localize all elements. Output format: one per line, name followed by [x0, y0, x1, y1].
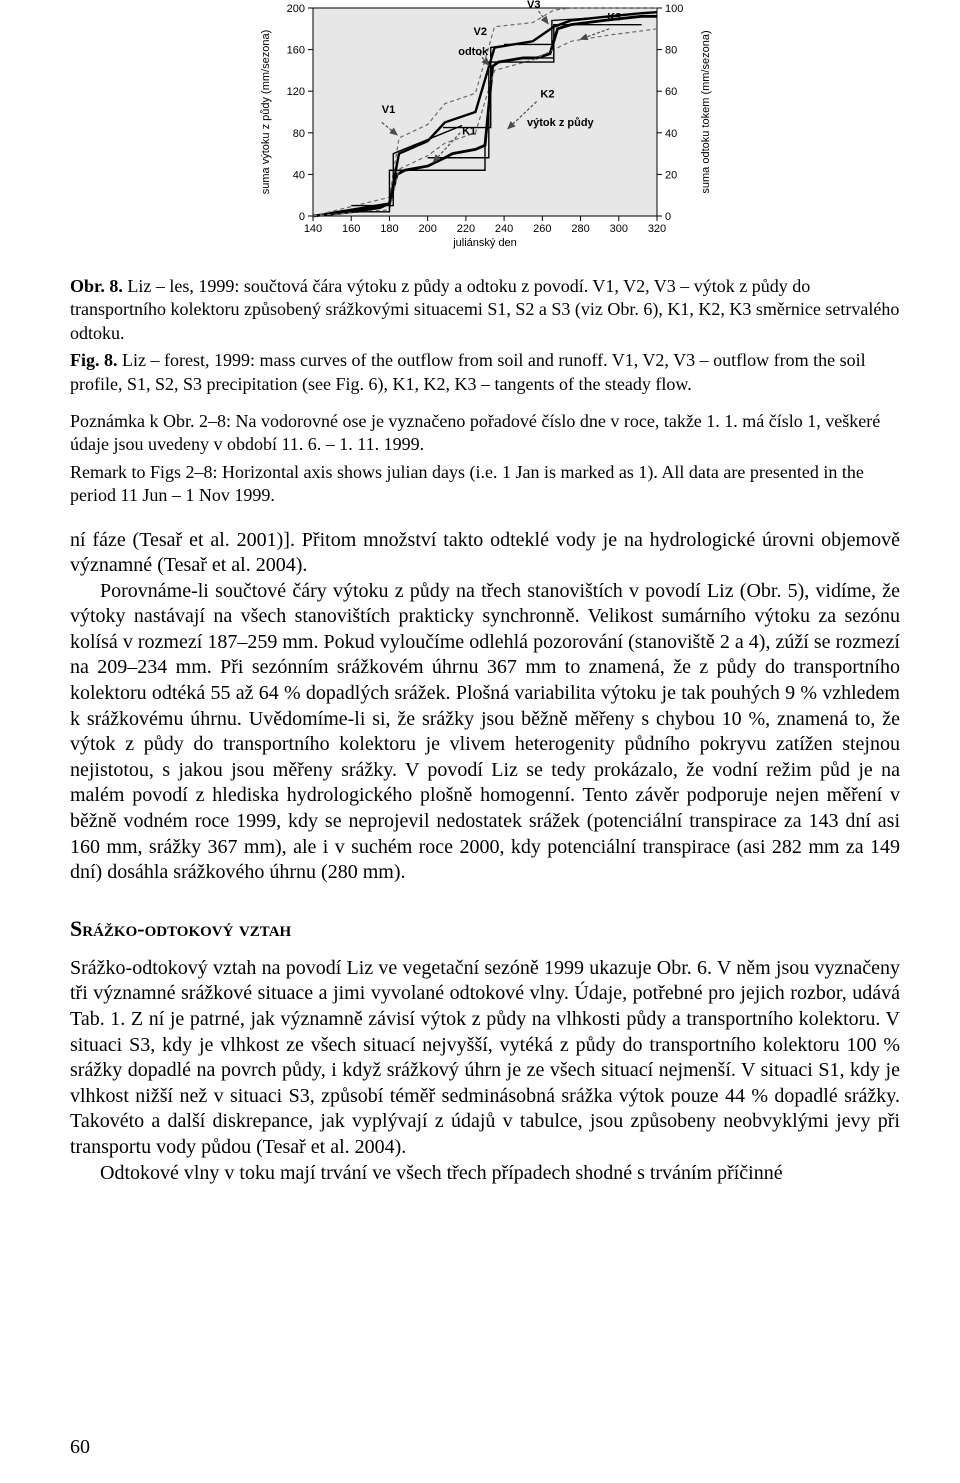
body-block-2: Srážko-odtokový vztah na povodí Liz ve v… — [70, 956, 900, 1186]
x-tick-label: 240 — [495, 223, 513, 235]
x-tick-label: 260 — [533, 223, 551, 235]
body-p1: ní fáze (Tesař et al. 2001)]. Přitom mno… — [70, 528, 900, 579]
body-block-1: ní fáze (Tesař et al. 2001)]. Přitom mno… — [70, 528, 900, 886]
remark-en: Remark to Figs 2–8: Horizontal axis show… — [70, 461, 900, 508]
label-V2: V2 — [474, 26, 487, 38]
x-tick-label: 200 — [418, 223, 436, 235]
chart-svg: 1401601802002202402602803003200408012016… — [255, 0, 715, 250]
yright-tick-label: 80 — [665, 45, 677, 57]
label-odtok: odtok — [458, 46, 489, 58]
figure-caption: Obr. 8. Liz – les, 1999: součtová čára v… — [70, 275, 900, 508]
body2-p2: Odtokové vlny v toku mají trvání ve všec… — [70, 1161, 900, 1187]
x-tick-label: 280 — [571, 223, 589, 235]
section-title: Srážko-odtokový vztah — [70, 916, 900, 942]
caption-cz-text: Liz – les, 1999: součtová čára výtoku z … — [70, 276, 899, 343]
yleft-tick-label: 80 — [293, 128, 305, 140]
label-V3: V3 — [527, 0, 540, 11]
page-number: 60 — [70, 1436, 90, 1459]
x-tick-label: 160 — [342, 223, 360, 235]
figure-8-chart: 1401601802002202402602803003200408012016… — [255, 0, 715, 255]
caption-en-text: Liz – forest, 1999: mass curves of the o… — [70, 350, 866, 393]
caption-en-bold: Fig. 8. — [70, 350, 118, 370]
yleft-axis-label: suma výtoku z půdy (mm/sezona) — [260, 30, 272, 194]
yleft-tick-label: 160 — [287, 45, 305, 57]
body-p2: Porovnáme-li součtové čáry výtoku z půdy… — [70, 579, 900, 886]
label-vytok: výtok z půdy — [527, 117, 595, 129]
caption-cz-bold: Obr. 8. — [70, 276, 123, 296]
x-tick-label: 140 — [304, 223, 322, 235]
body2-p1: Srážko-odtokový vztah na povodí Liz ve v… — [70, 956, 900, 1161]
x-tick-label: 220 — [457, 223, 475, 235]
yleft-tick-label: 0 — [299, 211, 305, 223]
x-tick-label: 320 — [648, 223, 666, 235]
label-K1: K1 — [462, 126, 476, 138]
label-K2: K2 — [540, 88, 554, 100]
yright-tick-label: 0 — [665, 211, 671, 223]
yleft-tick-label: 40 — [293, 169, 305, 181]
yleft-tick-label: 120 — [287, 86, 305, 98]
yleft-tick-label: 200 — [287, 3, 305, 15]
x-axis-label: juliánský den — [452, 237, 517, 249]
yright-tick-label: 40 — [665, 128, 677, 140]
plot-area — [313, 8, 657, 216]
remark-cz: Poznámka k Obr. 2–8: Na vodorovné ose je… — [70, 410, 900, 457]
yright-tick-label: 100 — [665, 3, 683, 15]
yright-tick-label: 20 — [665, 169, 677, 181]
label-K3: K3 — [607, 12, 621, 24]
x-tick-label: 300 — [610, 223, 628, 235]
x-tick-label: 180 — [380, 223, 398, 235]
yright-tick-label: 60 — [665, 86, 677, 98]
label-V1: V1 — [382, 104, 395, 116]
yright-axis-label: suma odtoku tokem (mm/sezona) — [700, 30, 712, 193]
